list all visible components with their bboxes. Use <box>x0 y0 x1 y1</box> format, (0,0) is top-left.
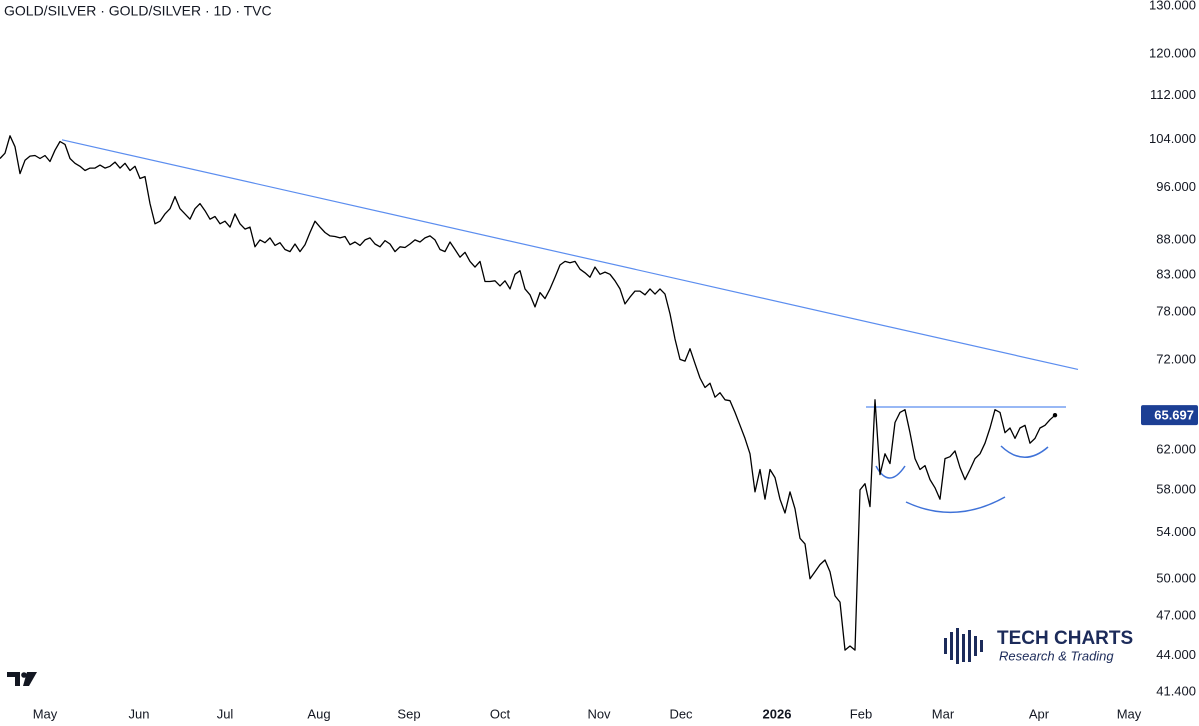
handle-arc <box>1000 445 1049 458</box>
x-tick-label: Jun <box>129 706 150 721</box>
tv-logo <box>7 672 37 686</box>
x-tick-label: Oct <box>490 706 511 721</box>
y-tick-label: 62.000 <box>1156 441 1196 456</box>
y-tick-label: 47.000 <box>1156 607 1196 622</box>
y-tick-label: 96.000 <box>1156 179 1196 194</box>
cup-arc <box>905 496 1006 514</box>
y-tick-label: 44.000 <box>1156 647 1196 662</box>
x-tick-label: 2026 <box>763 706 792 721</box>
x-tick-label: Mar <box>932 706 955 721</box>
y-tick-label: 58.000 <box>1156 481 1196 496</box>
x-tick-label: May <box>1117 706 1142 721</box>
last-point <box>1052 412 1058 418</box>
y-tick-label: 130.000 <box>1149 0 1196 12</box>
last-price-box <box>1141 405 1198 426</box>
watermark-logo <box>944 628 983 664</box>
y-tick-label: 112.000 <box>1150 87 1196 102</box>
y-tick-label: 120.000 <box>1149 45 1196 60</box>
x-tick-label: May <box>33 706 58 721</box>
y-tick-label: 41.400 <box>1156 683 1196 698</box>
y-tick-label: 83.000 <box>1156 266 1196 281</box>
y-tick-label: 88.000 <box>1156 231 1196 246</box>
x-tick-label: Dec <box>669 706 693 721</box>
chart-title: GOLD/SILVER · GOLD/SILVER · 1D · TVC <box>4 3 272 19</box>
y-tick-label: 54.000 <box>1156 524 1196 539</box>
x-tick-label: Feb <box>850 706 872 721</box>
watermark-title: TECH CHARTS <box>997 628 1133 649</box>
x-tick-label: Sep <box>397 706 420 721</box>
trendline <box>61 139 1079 371</box>
y-tick-label: 104.000 <box>1149 131 1196 146</box>
x-tick-label: Jul <box>217 706 234 721</box>
x-tick-label: Nov <box>587 706 611 721</box>
x-tick-label: Apr <box>1029 706 1050 721</box>
y-tick-label: 78.000 <box>1156 304 1196 319</box>
watermark-subtitle: Research & Trading <box>999 648 1114 663</box>
handle-arc <box>875 465 906 479</box>
last-price-label: 65.697 <box>1154 408 1194 423</box>
price-line <box>0 135 1056 651</box>
y-tick-label: 72.000 <box>1156 352 1196 367</box>
y-tick-label: 50.000 <box>1156 570 1196 585</box>
x-tick-label: Aug <box>307 706 330 721</box>
